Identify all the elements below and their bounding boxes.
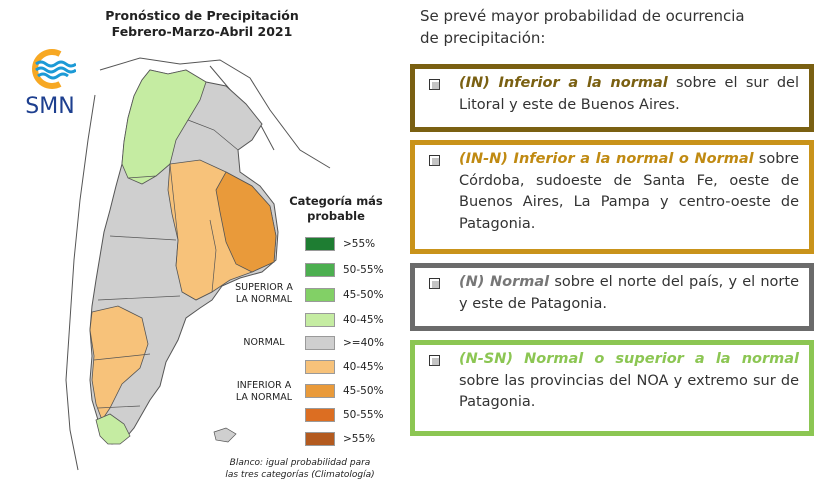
malvinas-islands xyxy=(213,427,237,443)
legend-group-inferior-line2: LA NORMAL xyxy=(235,392,293,403)
map-title: Pronóstico de Precipitación Febrero-Marz… xyxy=(92,8,312,40)
legend-label: >=40% xyxy=(343,337,384,349)
legend-title-line2: probable xyxy=(307,209,365,223)
legend-swatch xyxy=(305,384,335,398)
legend-swatch xyxy=(305,263,335,277)
legend-label: 40-45% xyxy=(343,361,384,373)
forecast-box-highlight: (IN-N) Inferior a la normal o Normal xyxy=(459,151,754,167)
forecast-box-text: sobre el norte del país, y el norte y es… xyxy=(459,274,799,312)
legend-label: 45-50% xyxy=(343,289,384,301)
chile-coastline xyxy=(65,94,96,471)
region-light-green-south xyxy=(95,413,131,445)
legend-footnote-line2: las tres categorías (Climatología) xyxy=(225,470,375,480)
legend-footnote-line1: Blanco: igual probabilidad para xyxy=(229,458,371,468)
smn-logo-icon xyxy=(32,49,76,89)
forecast-intro-line1: Se prevé mayor probabilidad de ocurrenci… xyxy=(420,7,745,25)
legend-label: 40-45% xyxy=(343,314,384,326)
legend-group-superior: SUPERIOR A LA NORMAL xyxy=(228,282,300,306)
forecast-box-text: sobre Córdoba, sudoeste de Santa Fe, oes… xyxy=(459,151,799,232)
province-boundary xyxy=(97,405,141,409)
argentina-precipitation-map xyxy=(65,57,331,471)
checkbox-icon xyxy=(429,355,440,366)
forecast-box-in-n: (IN-N) Inferior a la normal o Normal sob… xyxy=(410,140,814,254)
legend-label: 45-50% xyxy=(343,385,384,397)
legend-group-superior-line1: SUPERIOR A xyxy=(235,282,293,293)
legend-swatch xyxy=(305,432,335,446)
forecast-box-text: sobre el sur del Litoral y este de Bueno… xyxy=(459,75,799,113)
legend-group-inferior-line1: INFERIOR A xyxy=(236,380,292,391)
forecast-box-highlight: (N-SN) Normal o superior a la normal xyxy=(459,351,799,367)
region-light-orange-patagonia xyxy=(89,305,149,421)
neighbor-border-north xyxy=(99,57,331,169)
legend-swatch xyxy=(305,336,335,350)
legend-swatch xyxy=(305,288,335,302)
province-boundary xyxy=(127,163,179,267)
checkbox-icon xyxy=(429,278,440,289)
legend-label: 50-55% xyxy=(343,409,384,421)
checkbox-icon xyxy=(429,155,440,166)
forecast-box-text: sobre las provincias del NOA y extremo s… xyxy=(459,372,799,411)
forecast-box-highlight: (IN) Inferior a la normal xyxy=(459,75,668,91)
legend-label: >55% xyxy=(343,433,376,445)
legend-label: 50-55% xyxy=(343,264,384,276)
legend-title-line1: Categoría más xyxy=(289,194,383,208)
smn-logo: SMN xyxy=(18,44,82,124)
province-boundary xyxy=(97,295,181,301)
forecast-box-highlight: (N) Normal xyxy=(459,274,550,290)
province-boundary xyxy=(93,353,151,361)
legend-group-normal: NORMAL xyxy=(243,337,285,348)
region-orange-buenos-aires xyxy=(215,171,277,273)
map-title-line1: Pronóstico de Precipitación xyxy=(105,8,299,23)
legend-label: >55% xyxy=(343,238,376,250)
legend-footnote: Blanco: igual probabilidad para las tres… xyxy=(210,457,390,481)
legend-swatch xyxy=(305,313,335,327)
forecast-intro-line2: de precipitación: xyxy=(420,29,546,47)
map-title-line2: Febrero-Marzo-Abril 2021 xyxy=(111,24,293,39)
forecast-box-in: (IN) Inferior a la normal sobre el sur d… xyxy=(410,64,814,132)
legend-title: Categoría más probable xyxy=(276,194,396,224)
legend-swatch xyxy=(305,237,335,251)
forecast-box-n-sn: (N-SN) Normal o superior a la normal sob… xyxy=(410,340,814,436)
province-boundary xyxy=(109,235,177,241)
forecast-box-n: (N) Normal sobre el norte del país, y el… xyxy=(410,263,814,331)
province-boundary xyxy=(187,119,239,151)
legend-swatch xyxy=(305,408,335,422)
checkbox-icon xyxy=(429,79,440,90)
legend-group-inferior: INFERIOR A LA NORMAL xyxy=(228,380,300,404)
legend-group-superior-line2: LA NORMAL xyxy=(235,294,293,305)
province-boundary xyxy=(181,219,217,301)
legend-swatch xyxy=(305,360,335,374)
forecast-intro: Se prevé mayor probabilidad de ocurrenci… xyxy=(420,5,810,49)
smn-logo-text: SMN xyxy=(25,94,75,119)
